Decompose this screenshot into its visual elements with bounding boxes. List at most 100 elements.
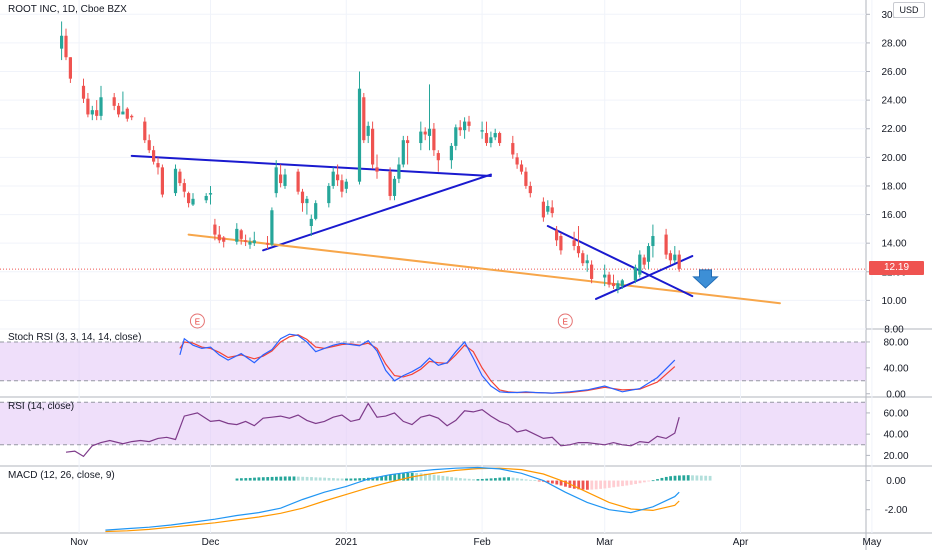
macd-histogram-bar (594, 480, 598, 490)
candle-body (489, 137, 493, 144)
candle-body (511, 143, 515, 155)
macd-histogram-bar (450, 477, 453, 481)
candle-body (90, 110, 94, 115)
macd-histogram-bar (432, 474, 436, 481)
stoch-rsi-legend[interactable]: Stoch RSI (3, 3, 14, 14, close) (8, 332, 142, 343)
macd-histogram-bar (586, 480, 589, 490)
candle-body (392, 178, 397, 196)
indicator-tick-label: 0.00 (886, 476, 906, 487)
macd-histogram-bar (415, 472, 418, 481)
candle-body (436, 153, 440, 161)
candlestick-series[interactable] (60, 21, 681, 294)
macd-histogram-bar (467, 478, 471, 481)
candle-body (590, 264, 594, 279)
macd-histogram-bar (402, 473, 405, 481)
macd-histogram-bar (660, 477, 664, 481)
candle-body (616, 283, 620, 289)
candle-body (191, 198, 195, 205)
indicator-bands (0, 341, 866, 446)
candle-body (458, 127, 462, 131)
symbol-legend[interactable]: ROOT INC, 1D, Cboe BZX (8, 4, 127, 15)
rsi-line (65, 402, 680, 458)
candle-body (677, 254, 681, 269)
candle-body (550, 207, 554, 214)
interval: 1D (62, 4, 76, 15)
candle-body (371, 128, 375, 165)
macd-histogram-bar (454, 477, 458, 481)
candle-body (125, 108, 129, 119)
macd-histogram-bar (240, 478, 243, 481)
candle-body (244, 240, 248, 242)
time-tick-label: Dec (202, 537, 220, 548)
macd-histogram-bar (296, 476, 300, 481)
macd-histogram-bar (599, 480, 602, 489)
exchange: Cboe BZX (80, 4, 127, 15)
time-tick-label: May (862, 537, 881, 548)
macd-histogram-bar (699, 475, 703, 481)
support-trendline (262, 173, 492, 252)
candle-body (493, 133, 497, 138)
price-tick-label: 26.00 (881, 67, 906, 78)
macd-histogram-bar (314, 477, 318, 481)
macd-histogram-bar (345, 478, 348, 481)
indicator-series (65, 333, 712, 533)
candle-body (519, 164, 524, 172)
macd-histogram-bar (524, 479, 528, 481)
price-tick-label: 8.00 (884, 325, 904, 336)
candle-body (336, 174, 340, 181)
macd-histogram-bar (551, 480, 554, 484)
macd-histogram-bar (362, 478, 366, 481)
candle-body (638, 254, 642, 275)
candle-body (331, 171, 335, 186)
indicator-tick-label: 60.00 (883, 408, 908, 419)
macd-histogram-bar (336, 478, 340, 481)
macd-histogram-bar (612, 480, 616, 488)
falling-support-line (187, 233, 781, 305)
candle-body (673, 254, 677, 261)
macd-histogram-bar (327, 477, 331, 481)
macd-histogram-bar (682, 475, 686, 481)
currency-label[interactable]: USD (893, 2, 925, 18)
macd-histogram-bar (248, 477, 252, 481)
descending-channel-line (546, 225, 694, 298)
macd-histogram-bar (441, 475, 445, 481)
candle-body (633, 267, 637, 281)
macd-histogram-bar (638, 480, 642, 484)
candle-body (366, 125, 370, 136)
macd-histogram-bar (485, 478, 489, 481)
macd-histogram-bar (669, 476, 672, 481)
candle-body (528, 185, 532, 194)
earnings-marker (557, 313, 573, 329)
macd-histogram-bar (253, 477, 256, 481)
macd-histogram-bar (305, 476, 309, 481)
macd-histogram-bar (616, 480, 620, 487)
macd-histogram-bar (621, 480, 624, 487)
candle-body (147, 140, 151, 151)
rsi-legend[interactable]: RSI (14, close) (8, 401, 75, 412)
macd-legend[interactable]: MACD (12, 26, close, 9) (8, 470, 115, 481)
candle-body (555, 230, 559, 241)
candle-body (173, 168, 178, 194)
macd-histogram-bar (625, 480, 629, 486)
macd-histogram-bar (292, 476, 296, 481)
candle-body (222, 237, 226, 242)
macd-histogram-bar (564, 480, 567, 487)
macd-histogram-bar (380, 476, 383, 481)
macd-histogram-bar (266, 477, 270, 481)
macd-histogram-bar (695, 475, 699, 481)
macd-histogram-bar (419, 473, 423, 481)
macd-histogram-bar (559, 480, 563, 486)
macd-histogram-bar (704, 475, 708, 481)
candle-body (344, 181, 348, 189)
candle-body (498, 133, 502, 144)
macd-histogram-bar (691, 475, 694, 481)
price-tick-label: 28.00 (881, 38, 906, 49)
candle-body (112, 97, 116, 106)
macd-histogram-bar (476, 479, 480, 481)
candle-body (68, 57, 72, 79)
candle-body (208, 193, 213, 195)
candle-body (178, 171, 182, 184)
candle-body (152, 150, 156, 162)
